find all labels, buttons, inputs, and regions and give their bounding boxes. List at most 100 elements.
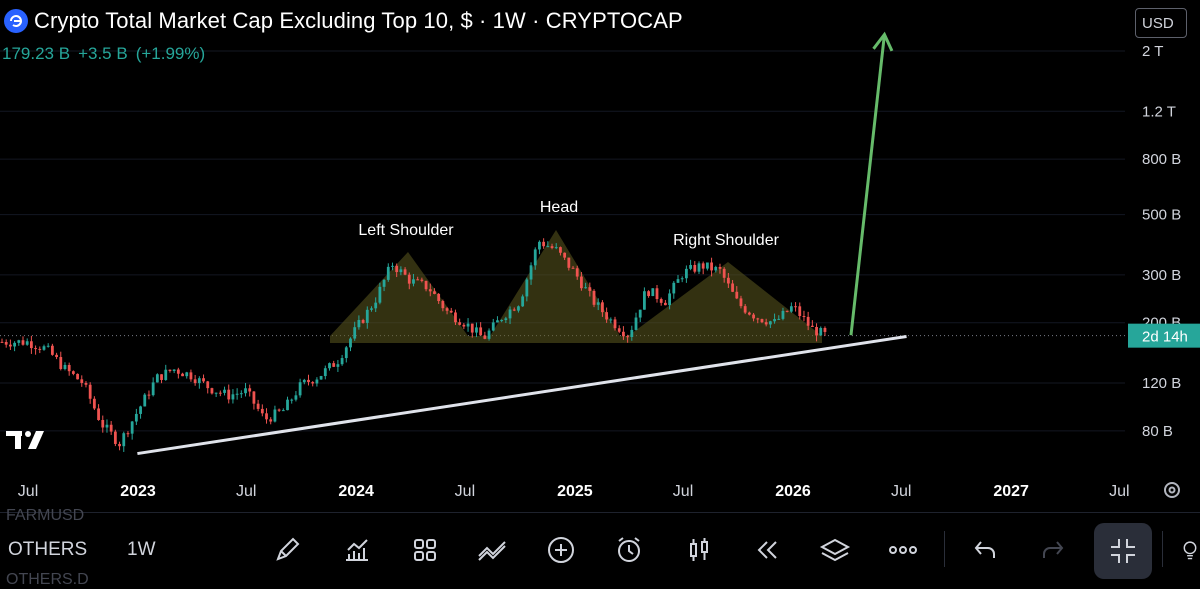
candle-body [286, 399, 289, 411]
chart-title: Crypto Total Market Cap Excluding Top 10… [34, 8, 683, 33]
candle-body [512, 309, 516, 311]
change-percent: (+1.99%) [135, 44, 206, 63]
add-symbol-icon[interactable] [544, 533, 578, 567]
x-tick-label: 2026 [775, 483, 811, 500]
candle-body [298, 382, 302, 396]
support-trendline[interactable] [137, 334, 907, 456]
pattern-triangle[interactable] [490, 230, 620, 336]
candle-body [13, 342, 16, 347]
candle-body [819, 327, 823, 336]
pattern-annotation[interactable]: Head [540, 199, 578, 216]
pencil-icon[interactable] [270, 533, 304, 567]
change-value: +3.5 B [78, 44, 128, 63]
candle-body [88, 384, 92, 399]
toolbar-divider [944, 531, 945, 567]
candle-body [244, 388, 247, 394]
layers-icon[interactable] [818, 533, 852, 567]
candle-body [210, 388, 214, 394]
symbol-list-ghost-bottom: OTHERS.D [6, 571, 89, 588]
toolbar-divider [1162, 531, 1163, 567]
candle-body [206, 381, 210, 389]
timeframe-select[interactable]: 1W [127, 539, 156, 560]
pattern-annotation[interactable]: Right Shoulder [673, 232, 780, 249]
candle-body [277, 409, 281, 411]
projection-arrow-head[interactable] [872, 31, 894, 52]
candle-body [332, 363, 336, 367]
candle-body [269, 419, 273, 422]
candle-body [542, 241, 546, 247]
head-shoulders-pattern[interactable] [330, 230, 822, 343]
gear-icon[interactable] [1164, 482, 1180, 498]
annotations-layer[interactable]: Left Shoulder Head Right Shoulder [358, 199, 779, 249]
compare-icon[interactable] [476, 533, 510, 567]
candle-body [533, 249, 537, 266]
candle-body [302, 379, 306, 383]
last-value: 179.23 B [2, 44, 71, 63]
candle-body [370, 308, 373, 310]
candle-body [756, 318, 760, 320]
pattern-triangle[interactable] [628, 262, 822, 336]
candle-body [252, 391, 256, 404]
candle-body [454, 312, 457, 323]
candle-body [731, 283, 734, 292]
candle-body [21, 340, 25, 345]
candle-body [164, 369, 168, 380]
candle-body [46, 345, 50, 347]
lightbulb-icon[interactable] [1180, 533, 1200, 567]
candle-body [281, 410, 285, 412]
candle-body [806, 316, 810, 326]
candle-body [101, 419, 105, 428]
cryptocap-logo-icon [4, 9, 28, 33]
x-tick-label: Jul [891, 483, 911, 500]
candle-body [634, 317, 638, 330]
candle-body [239, 393, 243, 395]
x-tick-label: 2024 [338, 483, 374, 500]
candle-body [307, 379, 310, 383]
candle-body [466, 323, 470, 327]
time-axis[interactable]: Jul 2023 Jul 2024 Jul 2025 Jul 2026 Jul 2027 Jul [18, 483, 1130, 500]
candle-body [705, 262, 709, 269]
candle-series [0, 238, 827, 452]
candle-body [554, 247, 558, 249]
candle-body [647, 291, 651, 297]
candle-body [84, 382, 88, 385]
candle-body [168, 369, 172, 371]
indicators-icon[interactable] [340, 533, 374, 567]
candle-body [336, 364, 340, 367]
candle-body [260, 408, 264, 414]
candle-body [202, 378, 205, 382]
candle-body [67, 364, 71, 372]
candle-body [479, 327, 483, 336]
currency-select[interactable]: USD [1135, 8, 1187, 38]
candles-icon[interactable] [682, 533, 716, 567]
candle-body [752, 314, 755, 319]
candle-body [617, 328, 621, 332]
candle-body [63, 364, 67, 369]
undo-icon[interactable] [968, 533, 1002, 567]
y-tick-label: 800 B [1142, 151, 1181, 168]
candle-body [395, 265, 399, 273]
layouts-grid-icon[interactable] [408, 533, 442, 567]
more-icon[interactable] [886, 533, 920, 567]
drawings-layer[interactable] [137, 31, 907, 456]
pattern-annotation[interactable]: Left Shoulder [358, 222, 454, 239]
neckline-band[interactable] [330, 336, 822, 343]
candle-body [231, 394, 235, 400]
candle-body [365, 309, 369, 323]
pattern-triangle[interactable] [330, 252, 468, 336]
projection-arrow[interactable] [849, 34, 886, 336]
redo-icon[interactable] [1036, 533, 1070, 567]
candle-body [630, 329, 634, 337]
candle-body [710, 262, 713, 271]
collapse-icon[interactable] [1094, 523, 1152, 579]
candle-body [399, 269, 403, 273]
replay-icon[interactable] [750, 533, 784, 567]
candle-body [374, 302, 378, 309]
alarm-clock-icon[interactable] [612, 533, 646, 567]
tradingview-logo-icon [6, 428, 50, 455]
candle-body [59, 357, 63, 369]
symbol-name[interactable]: OTHERS [8, 539, 88, 560]
candle-body [197, 378, 201, 384]
